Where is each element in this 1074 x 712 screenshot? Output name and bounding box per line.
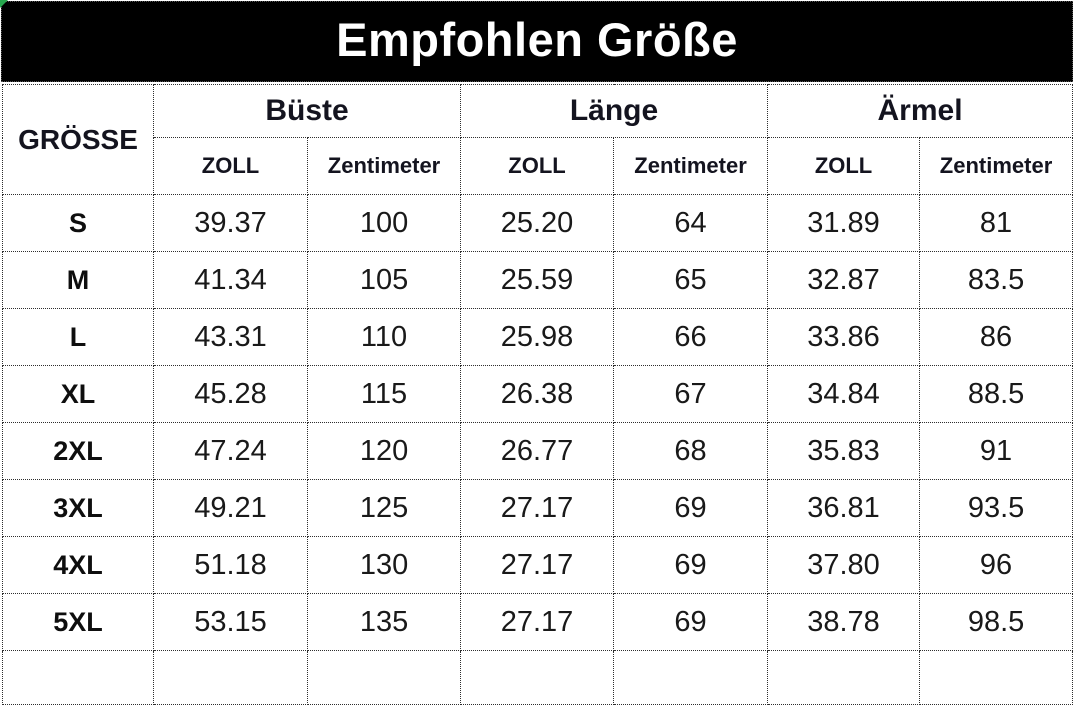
value-cell: 135 — [306, 593, 462, 651]
value-cell: 27.17 — [460, 593, 615, 651]
value-cell: 66 — [613, 308, 769, 366]
value-cell: 105 — [306, 251, 462, 309]
column-group-bueste: Büste — [152, 84, 462, 138]
table-row-3xl: 3XL 49.21 125 27.17 69 36.81 93.5 — [2, 479, 1074, 537]
value-cell: 96 — [919, 536, 1074, 594]
value-cell: 91 — [919, 422, 1074, 480]
value-cell: 36.81 — [767, 479, 921, 537]
empty-cell — [919, 650, 1074, 705]
value-cell: 98.5 — [919, 593, 1074, 651]
value-cell: 45.28 — [153, 365, 308, 423]
empty-cell — [767, 650, 921, 705]
table-row-m: M 41.34 105 25.59 65 32.87 83.5 — [2, 251, 1074, 309]
column-group-laenge: Länge — [460, 84, 769, 138]
table-row-s: S 39.37 100 25.20 64 31.89 81 — [2, 194, 1074, 252]
value-cell: 38.78 — [767, 593, 921, 651]
value-cell: 37.80 — [767, 536, 921, 594]
size-cell: XL — [2, 365, 154, 423]
value-cell: 86 — [919, 308, 1074, 366]
value-cell: 47.24 — [153, 422, 308, 480]
empty-cell — [306, 650, 462, 705]
value-cell: 130 — [306, 536, 462, 594]
value-cell: 64 — [613, 194, 769, 252]
unit-header-bueste-zoll: ZOLL — [153, 137, 308, 195]
size-cell: 3XL — [2, 479, 154, 537]
unit-header-bueste-zentimeter: Zentimeter — [306, 137, 462, 195]
value-cell: 67 — [613, 365, 769, 423]
value-cell: 39.37 — [153, 194, 308, 252]
size-cell: M — [2, 251, 154, 309]
value-cell: 69 — [613, 479, 769, 537]
unit-header-aermel-zentimeter: Zentimeter — [919, 137, 1074, 195]
page-title: Empfohlen Größe — [336, 13, 738, 66]
value-cell: 26.38 — [460, 365, 615, 423]
unit-header-laenge-zoll: ZOLL — [460, 137, 615, 195]
table-row-2xl: 2XL 47.24 120 26.77 68 35.83 91 — [2, 422, 1074, 480]
value-cell: 34.84 — [767, 365, 921, 423]
table-row-l: L 43.31 110 25.98 66 33.86 86 — [2, 308, 1074, 366]
table-row-xl: XL 45.28 115 26.38 67 34.84 88.5 — [2, 365, 1074, 423]
empty-cell — [613, 650, 769, 705]
value-cell: 25.20 — [460, 194, 615, 252]
value-cell: 120 — [306, 422, 462, 480]
value-cell: 32.87 — [767, 251, 921, 309]
size-table: GRÖSSE Büste Länge Ärmel ZOLL Zentimeter… — [2, 84, 1074, 705]
value-cell: 100 — [306, 194, 462, 252]
value-cell: 68 — [613, 422, 769, 480]
empty-cell — [2, 650, 154, 705]
value-cell: 81 — [919, 194, 1074, 252]
value-cell: 35.83 — [767, 422, 921, 480]
value-cell: 27.17 — [460, 479, 615, 537]
unit-header-laenge-zentimeter: Zentimeter — [613, 137, 769, 195]
group-header-row: GRÖSSE Büste Länge Ärmel — [2, 84, 1074, 195]
size-cell: L — [2, 308, 154, 366]
value-cell: 83.5 — [919, 251, 1074, 309]
value-cell: 25.59 — [460, 251, 615, 309]
value-cell: 110 — [306, 308, 462, 366]
unit-header-aermel-zoll: ZOLL — [767, 137, 921, 195]
value-cell: 88.5 — [919, 365, 1074, 423]
value-cell: 33.86 — [767, 308, 921, 366]
value-cell: 53.15 — [153, 593, 308, 651]
value-cell: 43.31 — [153, 308, 308, 366]
value-cell: 31.89 — [767, 194, 921, 252]
table-row-4xl: 4XL 51.18 130 27.17 69 37.80 96 — [2, 536, 1074, 594]
empty-cell — [460, 650, 615, 705]
empty-cell — [153, 650, 308, 705]
value-cell: 41.34 — [153, 251, 308, 309]
value-cell: 115 — [306, 365, 462, 423]
value-cell: 93.5 — [919, 479, 1074, 537]
size-cell: 4XL — [2, 536, 154, 594]
value-cell: 69 — [613, 536, 769, 594]
value-cell: 51.18 — [153, 536, 308, 594]
column-group-aermel: Ärmel — [767, 84, 1074, 138]
table-row-5xl: 5XL 53.15 135 27.17 69 38.78 98.5 — [2, 593, 1074, 651]
value-cell: 49.21 — [153, 479, 308, 537]
value-cell: 25.98 — [460, 308, 615, 366]
green-corner-marker — [0, 0, 8, 8]
size-cell: S — [2, 194, 154, 252]
column-header-groesse: GRÖSSE — [2, 84, 154, 195]
size-cell: 5XL — [2, 593, 154, 651]
value-cell: 69 — [613, 593, 769, 651]
unit-header-row: ZOLL Zentimeter ZOLL Zentimeter ZOLL Zen… — [3, 137, 1074, 195]
title-banner: Empfohlen Größe — [1, 1, 1073, 82]
empty-row — [2, 650, 1074, 705]
value-cell: 125 — [306, 479, 462, 537]
value-cell: 65 — [613, 251, 769, 309]
value-cell: 26.77 — [460, 422, 615, 480]
size-cell: 2XL — [2, 422, 154, 480]
value-cell: 27.17 — [460, 536, 615, 594]
